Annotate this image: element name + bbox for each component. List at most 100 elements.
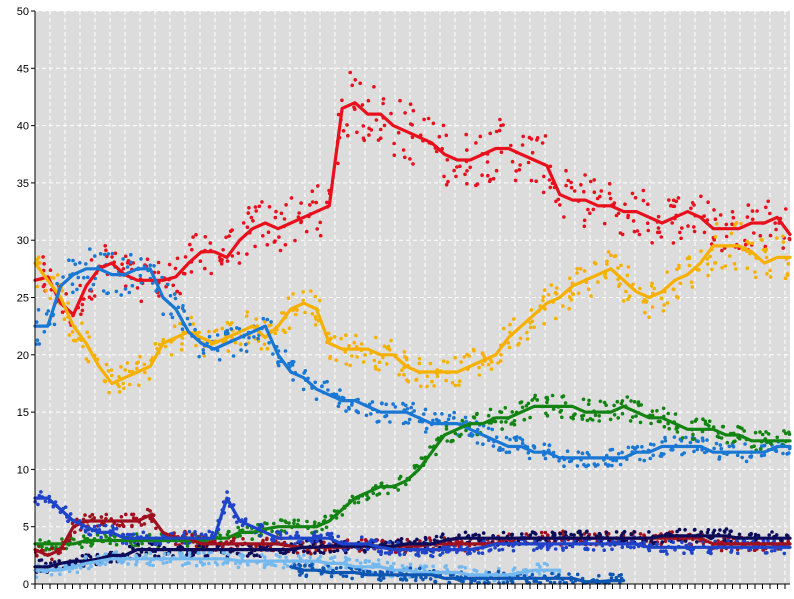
poll-dot	[638, 420, 643, 425]
poll-dot	[175, 256, 180, 261]
vertical-gridlines	[49, 11, 786, 584]
poll-dot	[719, 446, 724, 451]
poll-dot	[720, 248, 724, 253]
poll-dot	[697, 268, 701, 272]
poll-dot	[328, 566, 333, 571]
poll-dot	[114, 289, 119, 294]
poll-dot	[168, 293, 173, 298]
poll-dot	[313, 520, 317, 524]
poll-dot	[391, 541, 395, 545]
poll-dot	[528, 415, 532, 420]
poll-dot	[501, 447, 505, 452]
poll-dot	[374, 539, 378, 543]
poll-dot	[444, 183, 449, 187]
poll-dot	[226, 529, 231, 534]
poll-dot	[323, 548, 327, 553]
poll-dot	[434, 452, 438, 457]
poll-dot	[562, 215, 566, 219]
poll-dot	[98, 563, 102, 567]
poll-dot	[381, 355, 385, 360]
poll-dot	[104, 534, 108, 539]
poll-dot	[46, 309, 51, 313]
poll-dot	[451, 416, 456, 420]
poll-dot	[458, 164, 462, 169]
poll-dot	[505, 580, 510, 584]
poll-dot	[649, 539, 654, 543]
poll-dot	[139, 257, 143, 261]
poll-dot	[60, 310, 65, 315]
poll-dot	[131, 512, 136, 517]
poll-dot	[381, 576, 386, 580]
poll-dot	[350, 494, 355, 499]
poll-dot	[154, 526, 158, 531]
poll-dot	[412, 409, 417, 413]
poll-dot	[616, 452, 621, 456]
poll-dot	[244, 342, 248, 347]
poll-dot	[509, 422, 513, 426]
poll-dot	[659, 235, 664, 239]
poll-dot	[586, 463, 590, 468]
poll-dot	[166, 282, 170, 287]
poll-dot	[103, 379, 108, 384]
poll-dot	[543, 456, 548, 461]
poll-dot	[361, 136, 366, 140]
poll-dot	[750, 209, 755, 213]
poll-dot	[460, 565, 464, 569]
poll-dot	[85, 275, 90, 280]
poll-dot	[135, 286, 140, 290]
poll-dot	[407, 417, 412, 422]
poll-dot	[109, 373, 114, 378]
poll-dot	[313, 551, 317, 555]
poll-dot	[257, 204, 262, 209]
poll-dot	[746, 203, 751, 207]
poll-dot	[306, 550, 310, 555]
poll-dot	[683, 528, 687, 532]
poll-dot	[86, 359, 91, 364]
poll-dot	[354, 333, 358, 338]
poll-dot	[486, 362, 491, 367]
poll-dot	[765, 272, 769, 276]
poll-dot	[548, 580, 553, 585]
poll-dot	[680, 540, 684, 545]
poll-dot	[736, 551, 740, 555]
poll-dot	[762, 443, 767, 448]
poll-dot	[463, 172, 467, 177]
poll-dot	[119, 293, 123, 297]
poll-dot	[179, 347, 184, 352]
poll-dot	[367, 559, 372, 563]
poll-dot	[225, 561, 230, 565]
poll-dot	[117, 390, 122, 394]
poll-dot	[692, 203, 696, 207]
poll-dot	[37, 558, 42, 563]
poll-dot	[688, 542, 692, 546]
poll-dot	[249, 215, 254, 220]
poll-dot	[337, 401, 342, 405]
poll-dot	[553, 547, 558, 551]
poll-dot	[404, 403, 408, 408]
poll-dot	[338, 388, 342, 392]
poll-dot	[692, 229, 697, 234]
poll-dot	[284, 203, 288, 207]
poll-dot	[71, 258, 75, 263]
poll-dot	[443, 565, 448, 569]
poll-dot	[569, 532, 573, 537]
poll-dot	[345, 123, 349, 127]
poll-dot	[60, 537, 64, 541]
poll-dot	[80, 554, 85, 558]
poll-dot	[764, 255, 769, 260]
poll-dot	[688, 440, 693, 445]
poll-dot	[672, 435, 677, 439]
poll-dot	[712, 446, 716, 451]
poll-dot	[787, 432, 792, 437]
poll-dot	[725, 440, 730, 445]
poll-dot	[716, 539, 720, 543]
poll-dot	[640, 445, 644, 449]
poll-dot	[287, 326, 292, 331]
poll-dot	[464, 132, 469, 137]
poll-dot	[84, 555, 88, 559]
poll-dot	[729, 548, 734, 553]
poll-dot	[318, 554, 323, 559]
poll-dot	[460, 418, 465, 423]
poll-dot	[189, 315, 193, 320]
poll-dot	[323, 515, 328, 519]
